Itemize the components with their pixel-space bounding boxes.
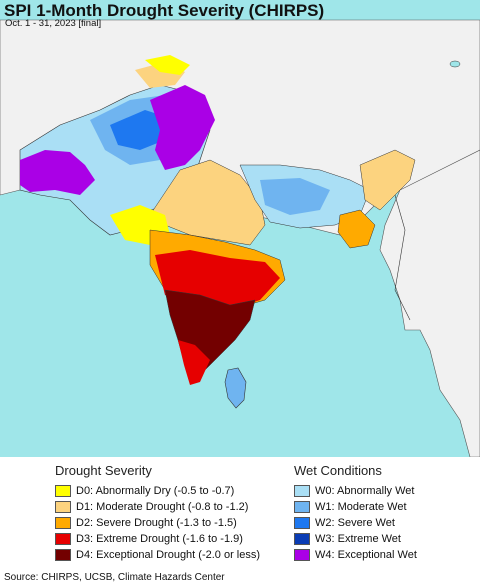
region-kashmir-exceptional-wet bbox=[150, 85, 215, 170]
land-east bbox=[379, 149, 480, 457]
legend-swatch-w2 bbox=[294, 517, 310, 529]
legend-swatch-w1 bbox=[294, 501, 310, 513]
tibet-lake bbox=[449, 60, 461, 68]
legend-label-d4: D4: Exceptional Drought (-2.0 or less) bbox=[76, 549, 261, 561]
legend-label-w4: W4: Exceptional Wet bbox=[315, 549, 417, 561]
legend-panel: Drought Severity D0: Abnormally Dry (-0.… bbox=[0, 457, 480, 586]
legend-item-d4: D4: Exceptional Drought (-2.0 or less) bbox=[55, 547, 260, 563]
legend-label-w1: W1: Moderate Wet bbox=[315, 501, 407, 513]
map-subtitle: Oct. 1 - 31, 2023 [final] bbox=[5, 18, 102, 29]
drought-map bbox=[0, 19, 480, 457]
legend-item-d3: D3: Extreme Drought (-1.6 to -1.9) bbox=[55, 531, 260, 547]
legend-swatch-d0 bbox=[55, 485, 71, 497]
region-northeast-india bbox=[359, 149, 416, 211]
region-india-south-extreme bbox=[178, 340, 210, 385]
legend-item-d0: D0: Abnormally Dry (-0.5 to -0.7) bbox=[55, 483, 260, 499]
region-balochistan-exceptional-wet bbox=[20, 150, 95, 195]
legend-item-w0: W0: Abnormally Wet bbox=[294, 483, 417, 499]
legend-swatch-d1 bbox=[55, 501, 71, 513]
source-credit: Source: CHIRPS, UCSB, Climate Hazards Ce… bbox=[4, 572, 225, 583]
legend-label-w2: W2: Severe Wet bbox=[315, 517, 395, 529]
legend-label-d0: D0: Abnormally Dry (-0.5 to -0.7) bbox=[76, 485, 235, 497]
region-india-gangetic-moderate-wet bbox=[260, 178, 330, 215]
border-myanmar bbox=[394, 194, 411, 321]
legend-item-w2: W2: Severe Wet bbox=[294, 515, 417, 531]
map-title: SPI 1-Month Drought Severity (CHIRPS) bbox=[4, 1, 325, 20]
drought-legend: Drought Severity D0: Abnormally Dry (-0.… bbox=[55, 463, 260, 563]
map-panel: SPI 1-Month Drought Severity (CHIRPS) Oc… bbox=[0, 0, 480, 457]
legend-swatch-w3 bbox=[294, 533, 310, 545]
legend-label-d3: D3: Extreme Drought (-1.6 to -1.9) bbox=[76, 533, 243, 545]
legend-item-w3: W3: Extreme Wet bbox=[294, 531, 417, 547]
region-bangladesh bbox=[337, 209, 376, 249]
drought-legend-heading: Drought Severity bbox=[55, 463, 152, 478]
legend-item-d2: D2: Severe Drought (-1.3 to -1.5) bbox=[55, 515, 260, 531]
legend-item-d1: D1: Moderate Drought (-0.8 to -1.2) bbox=[55, 499, 260, 515]
legend-label-d2: D2: Severe Drought (-1.3 to -1.5) bbox=[76, 517, 237, 529]
region-sri-lanka bbox=[224, 367, 247, 409]
legend-label-w3: W3: Extreme Wet bbox=[315, 533, 401, 545]
wet-legend-heading: Wet Conditions bbox=[294, 463, 382, 478]
wet-legend: Wet Conditions W0: Abnormally Wet W1: Mo… bbox=[294, 463, 417, 563]
legend-swatch-d2 bbox=[55, 517, 71, 529]
legend-swatch-w0 bbox=[294, 485, 310, 497]
region-pakistan-severe-wet bbox=[110, 110, 170, 150]
region-afghanistan-abnormally-dry bbox=[145, 55, 190, 75]
legend-label-w0: W0: Abnormally Wet bbox=[315, 485, 415, 497]
legend-item-w1: W1: Moderate Wet bbox=[294, 499, 417, 515]
legend-swatch-d3 bbox=[55, 533, 71, 545]
legend-item-w4: W4: Exceptional Wet bbox=[294, 547, 417, 563]
legend-swatch-d4 bbox=[55, 549, 71, 561]
legend-swatch-w4 bbox=[294, 549, 310, 561]
legend-label-d1: D1: Moderate Drought (-0.8 to -1.2) bbox=[76, 501, 249, 513]
